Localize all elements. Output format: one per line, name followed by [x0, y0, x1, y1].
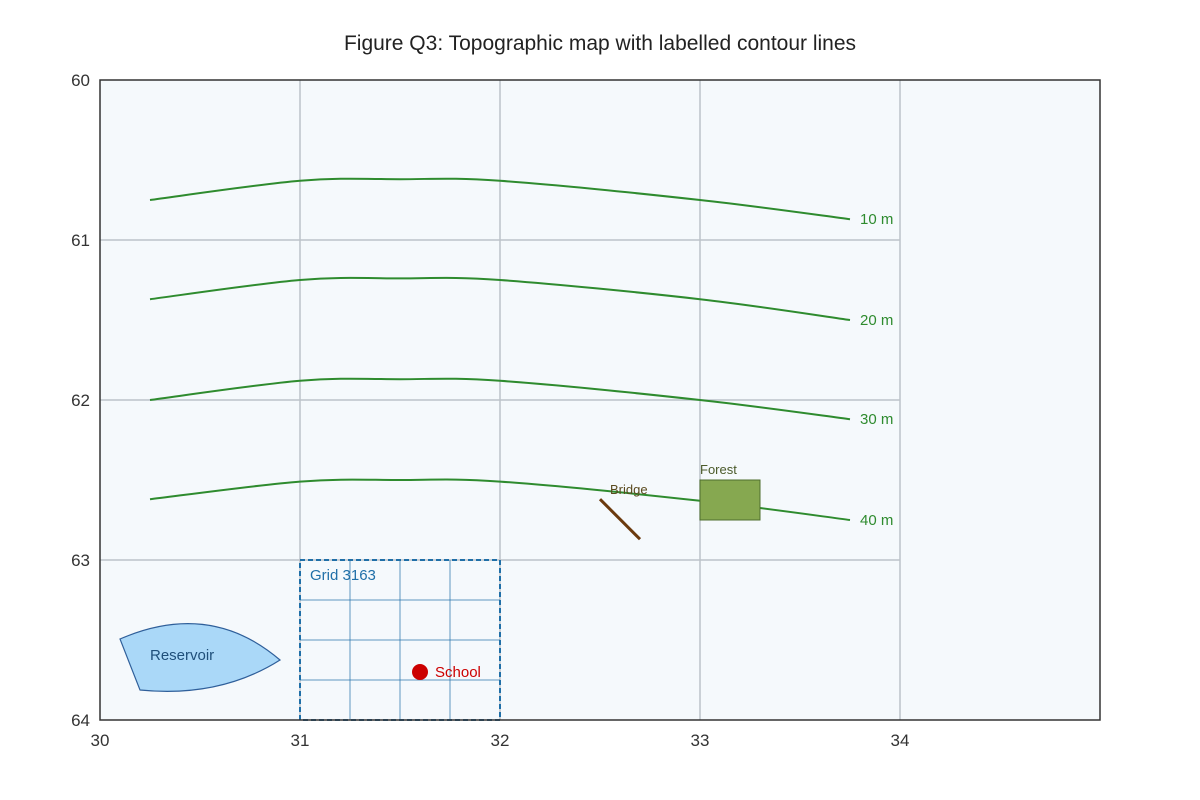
- x-tick-label: 30: [91, 731, 110, 750]
- contour-label: 20 m: [860, 312, 893, 329]
- contour-label: 10 m: [860, 211, 893, 228]
- forest-area: [699, 479, 761, 521]
- contour-line: [149, 377, 851, 421]
- school-label: School: [435, 664, 481, 681]
- map-features: Grid 3163 School Bridge Forest: [299, 462, 761, 721]
- axis-ticks: 30 31 32 33 34 60 61 62 63 64: [71, 71, 909, 750]
- reservoir-shape: [119, 623, 282, 692]
- y-tick-label: 63: [71, 551, 90, 570]
- map-title: Figure Q3: Topographic map with labelled…: [344, 32, 856, 55]
- reservoir: Reservoir: [119, 623, 282, 692]
- bridge-marker: [598, 498, 642, 541]
- map-frame: [99, 79, 1101, 721]
- grid-square-label: Grid 3163: [310, 567, 376, 584]
- school-marker: [412, 664, 428, 680]
- contour-line: [149, 276, 851, 321]
- contour-line: [149, 177, 851, 221]
- x-tick-label: 31: [291, 731, 310, 750]
- contour-label: 40 m: [860, 512, 893, 529]
- y-tick-label: 60: [71, 71, 90, 90]
- y-tick-label: 62: [71, 391, 90, 410]
- x-tick-label: 34: [891, 731, 910, 750]
- x-tick-label: 33: [691, 731, 710, 750]
- y-tick-label: 64: [71, 711, 90, 730]
- contour-label: 30 m: [860, 411, 893, 428]
- forest-label: Forest: [700, 462, 737, 477]
- reservoir-label: Reservoir: [150, 647, 214, 664]
- y-tick-label: 61: [71, 231, 90, 250]
- x-tick-label: 32: [491, 731, 510, 750]
- bridge-label: Bridge: [610, 482, 648, 497]
